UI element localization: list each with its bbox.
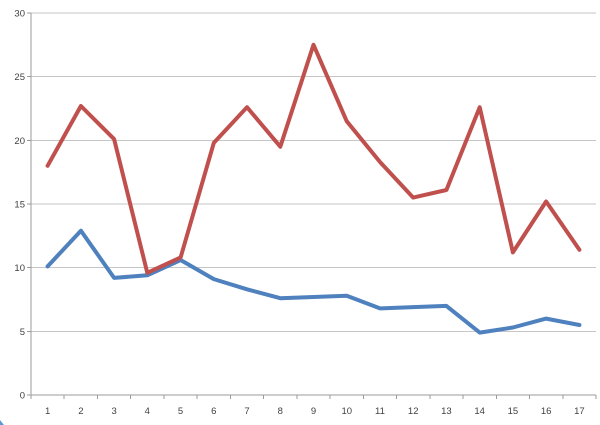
x-axis-label-5: 5 <box>178 406 183 417</box>
series-blue-line <box>45 228 582 335</box>
x-axis-label-8: 8 <box>278 406 283 417</box>
y-axis-label-5: 5 <box>20 327 25 338</box>
y-axis-label-25: 25 <box>14 72 25 83</box>
x-axis-label-6: 6 <box>211 406 216 417</box>
y-axis-label-20: 20 <box>14 136 25 147</box>
screen-corner-artifact-icon <box>0 420 4 425</box>
x-axis-label-17: 17 <box>574 406 585 417</box>
x-axis-label-4: 4 <box>145 406 150 417</box>
x-axis-label-10: 10 <box>341 406 352 417</box>
x-axis-label-14: 14 <box>474 406 485 417</box>
x-axis-label-13: 13 <box>441 406 452 417</box>
y-axis-label-15: 15 <box>14 200 25 211</box>
x-axis-label-12: 12 <box>408 406 419 417</box>
x-axis-label-2: 2 <box>78 406 83 417</box>
x-axis-label-16: 16 <box>541 406 552 417</box>
x-axis-label-9: 9 <box>311 406 316 417</box>
series-red-line <box>45 42 582 275</box>
x-axis-label-11: 11 <box>375 406 385 417</box>
y-axis-label-0: 0 <box>20 391 25 402</box>
x-axis-label-7: 7 <box>244 406 249 417</box>
x-axis-label-3: 3 <box>111 406 116 417</box>
y-axis-label-10: 10 <box>14 263 25 274</box>
y-axis-label-30: 30 <box>14 9 25 20</box>
x-axis-label-1: 1 <box>45 406 50 417</box>
x-axis-label-15: 15 <box>508 406 519 417</box>
